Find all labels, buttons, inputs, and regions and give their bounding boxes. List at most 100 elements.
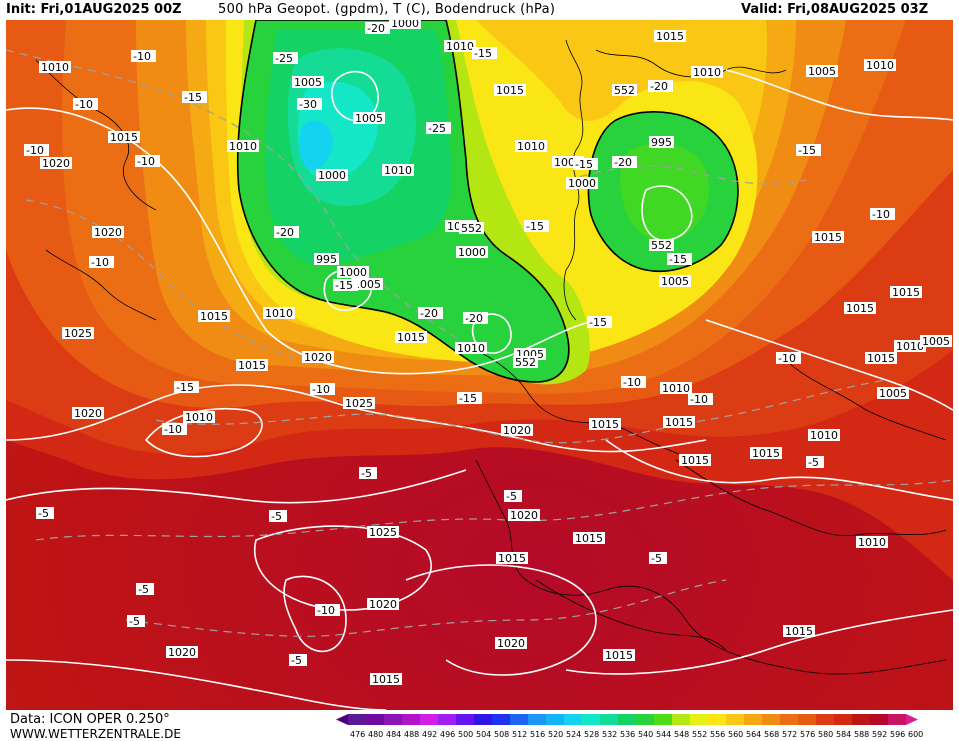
temperature-label: -15 [335,279,353,292]
scale-tick-label: 476 [350,730,365,739]
pressure-label: 1020 [94,226,122,239]
temperature-label-box [457,392,482,404]
temperature-label-box [73,98,98,110]
temperature-label: -20 [276,226,294,239]
scale-tick-label: 480 [368,730,383,739]
pressure-label: 995 [651,136,672,149]
temperature-label: -10 [91,256,109,269]
temperature-label: -15 [176,381,194,394]
temperature-label: -15 [798,144,816,157]
pressure-label: 1025 [64,327,92,340]
temperature-label-box [776,352,801,364]
scale-tick-label: 556 [710,730,725,739]
pressure-label: 1000 [458,246,486,259]
temperature-label: -5 [506,490,517,503]
temperature-label: -20 [367,22,385,35]
scale-tick-label: 580 [818,730,833,739]
height-label: 552 [515,356,536,369]
temperature-label: -25 [275,52,293,65]
scale-arrow-left [336,714,348,725]
scale-swatch [456,714,474,725]
temperature-label: -15 [526,220,544,233]
temperature-label-box [806,456,824,468]
scale-tick-label: 552 [692,730,707,739]
scale-swatch [798,714,816,725]
scale-tick-label: 504 [476,730,491,739]
geopotential-map: 1000 1005 1025 1020 1015 1010 1010 1005 1015 1010… [6,20,953,710]
pressure-label-box [183,411,215,423]
height-label-box [649,239,674,251]
pressure-label: 1015 [785,625,813,638]
scale-tick-label: 532 [602,730,617,739]
pressure-label-box [496,552,528,564]
pressure-label-box [39,61,71,73]
temperature-label: -10 [137,155,155,168]
pressure-label-box [367,526,399,538]
height-label-box [612,84,637,96]
temperature-label-box [472,47,497,59]
pressure-label-box [351,278,383,290]
scale-tick-label: 600 [908,730,923,739]
scale-swatch [618,714,636,725]
pressure-label: 1015 [681,454,709,467]
scale-tick-label: 500 [458,730,473,739]
pressure-label: 1010 [185,411,213,424]
scale-swatch [438,714,456,725]
temperature-label: -10 [872,208,890,221]
pressure-label: 1015 [110,131,138,144]
scale-tick-label: 516 [530,730,545,739]
height-label-box [513,356,538,368]
scale-swatch [402,714,420,725]
pressure-label: 1015 [496,84,524,97]
scale-swatch [690,714,708,725]
pressure-label-box [382,164,414,176]
scale-tick-label: 572 [782,730,797,739]
map-title: 500 hPa Geopot. (gpdm), T (C), Bodendruc… [218,2,556,17]
pressure-label: 1005 [808,65,836,78]
pressure-label: 1020 [497,637,525,650]
scale-tick-label: 544 [656,730,671,739]
pressure-label: 1005 [294,76,322,89]
temperature-label-box [269,510,287,522]
temperature-label-box [870,208,895,220]
pressure-label: 1010 [693,66,721,79]
temperature-label-box [274,226,299,238]
temperature-label-box [359,467,377,479]
temperature-label: -10 [164,423,182,436]
scale-tick-label: 484 [386,730,401,739]
scale-swatch [492,714,510,725]
pressure-label: 1015 [372,673,400,686]
temperature-label: -15 [589,316,607,329]
temperature-label-box [648,80,673,92]
pressure-label: 1010 [457,342,485,355]
scale-tick-label: 512 [512,730,527,739]
temperature-label: -15 [184,91,202,104]
temperature-label: -25 [428,122,446,135]
scale-swatch [762,714,780,725]
website-credit: WWW.WETTERZENTRALE.DE [10,727,181,741]
pressure-label-box [62,327,94,339]
temperature-label-box [612,156,637,168]
pressure-label-box [649,136,674,148]
pressure-label: 1005 [879,387,907,400]
pressure-label-box [166,646,198,658]
pressure-label: 1010 [229,140,257,153]
scale-tick-label: 588 [854,730,869,739]
temperature-label: -15 [459,392,477,405]
scale-swatch [708,714,726,725]
valid-time: Valid: Fri,08AUG2025 03Z [741,2,929,17]
pressure-label-box [663,416,695,428]
pressure-label: 1015 [200,310,228,323]
scale-swatch [636,714,654,725]
temperature-label-box [89,256,114,268]
pressure-label-box [302,351,334,363]
temperature-label: -15 [575,158,593,171]
pressure-label-box [660,382,692,394]
isotherms [6,49,953,637]
temperature-label: -5 [271,510,282,523]
scale-tick-label: 592 [872,730,887,739]
temperature-label-box [174,381,199,393]
pressure-label-box [367,598,399,610]
pressure-label: 1015 [752,447,780,460]
temperature-label-box [315,604,340,616]
